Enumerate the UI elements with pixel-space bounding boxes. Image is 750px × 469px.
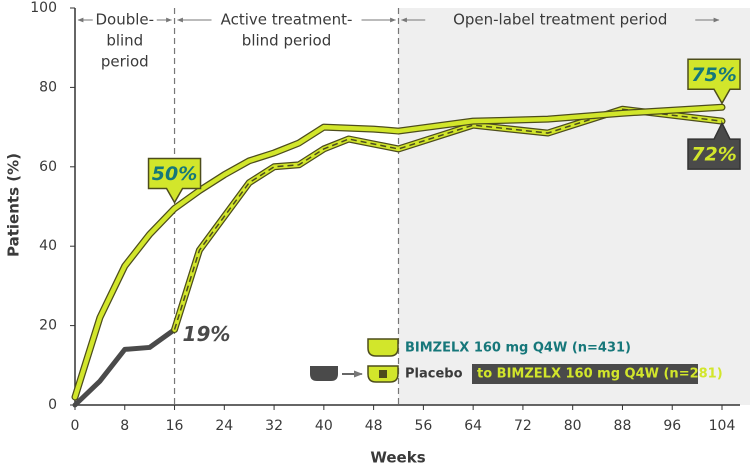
x-tick-label: 72 — [514, 418, 532, 434]
legend-swatch — [367, 338, 399, 357]
legend-highlight — [472, 364, 698, 384]
y-axis-label: Patients (%) — [5, 153, 23, 257]
legend-label: Placebo — [405, 367, 463, 382]
x-tick-label: 56 — [414, 418, 432, 434]
line — [72, 105, 725, 400]
callout-box — [147, 157, 202, 205]
value-label: 75% — [691, 64, 736, 86]
period-label: blind period — [242, 32, 331, 50]
y-tick-label: 60 — [39, 159, 57, 175]
x-tick-label: 48 — [365, 418, 383, 434]
x-tick-label: 16 — [166, 418, 184, 434]
x-tick-label: 40 — [315, 418, 333, 434]
legend: BIMZELX 160 mg Q4W (n=431) Placebo to BIMZ… — [310, 338, 723, 384]
y-tick-label: 40 — [39, 238, 57, 254]
value-label: 50% — [152, 163, 197, 185]
x-axis-label: Weeks — [370, 449, 425, 467]
y-tick-label: 100 — [30, 0, 57, 16]
x-tick-label: 8 — [120, 418, 129, 434]
period-label: Double- — [95, 11, 154, 29]
x-tick-label: 80 — [564, 418, 582, 434]
value-label: 19% — [183, 322, 231, 346]
legend-swatch-dot — [379, 370, 387, 378]
period-label: period — [101, 53, 149, 71]
period-label: Active treatment- — [221, 11, 353, 29]
period-label: Open-label treatment period — [453, 11, 667, 29]
callout-box — [687, 58, 741, 105]
legend-swatch — [310, 366, 338, 381]
value-label: 72% — [691, 144, 736, 166]
x-tick-label: 88 — [614, 418, 632, 434]
x-tick-label: 96 — [663, 418, 681, 434]
x-tick-label: 24 — [215, 418, 233, 434]
x-tick-label: 104 — [709, 418, 736, 434]
x-tick-label: 0 — [71, 418, 80, 434]
callout-box — [687, 121, 741, 170]
x-tick-label: 32 — [265, 418, 283, 434]
y-tick-label: 20 — [39, 318, 57, 334]
legend-label: to BIMZELX 160 mg Q4W (n=281) — [477, 367, 723, 382]
line — [72, 327, 178, 408]
y-tick-label: 80 — [39, 79, 57, 95]
y-tick-label: 0 — [48, 397, 57, 413]
legend-label: BIMZELX 160 mg Q4W (n=431) — [405, 341, 631, 356]
period-label: blind — [106, 32, 143, 50]
line-dash — [173, 108, 723, 330]
x-tick-label: 64 — [464, 418, 482, 434]
